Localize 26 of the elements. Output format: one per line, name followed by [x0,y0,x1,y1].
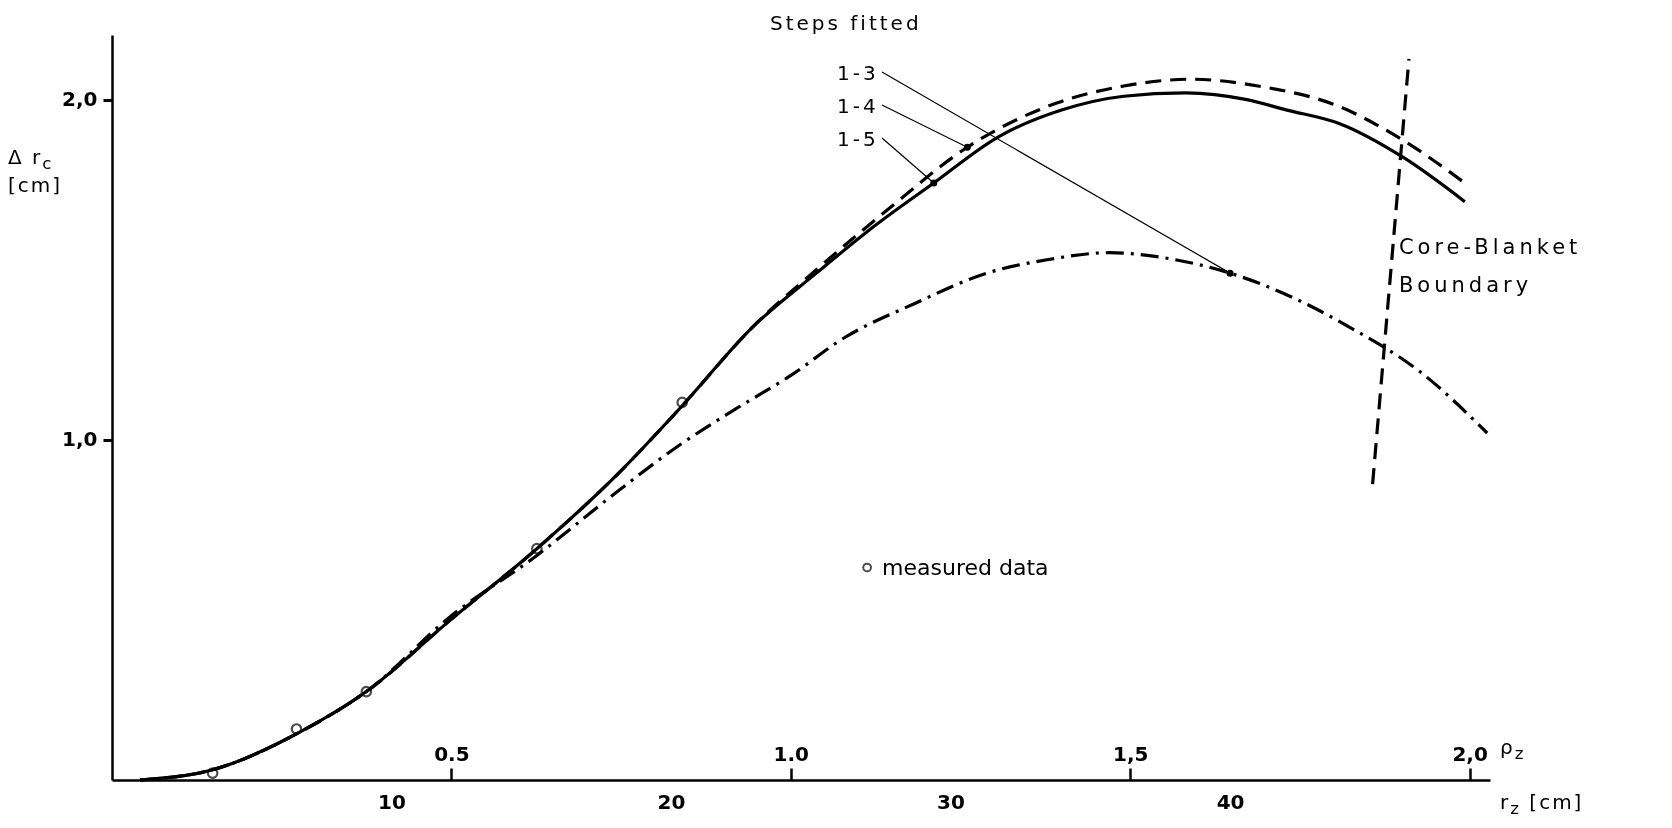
x2-tick-label: 2,0 [1452,741,1488,766]
point [930,179,938,187]
point [1226,269,1234,277]
legend-title: Steps fitted [770,11,922,35]
text: 1-4 [837,94,879,118]
point [963,143,971,151]
text: 1-3 [837,61,879,85]
y-tick-label: 1,0 [62,427,98,452]
series-label: Core-Blanket Boundary [1398,234,1582,297]
point [206,767,219,780]
x-tick-label: 30 [937,789,965,814]
point [531,542,543,555]
x-tick-label: 20 [657,789,686,814]
x2-tick-label: 0.5 [434,741,470,766]
legend-label: measured data [882,554,1049,580]
x-tick-label: 10 [378,789,406,814]
point [290,723,303,735]
y-axis-title: Δ r$_{c}$ [cm] [8,145,63,197]
x2-axis-title: ρ$_{z}$ [1500,735,1526,763]
x2-tick-label: 1.0 [773,741,810,766]
x-tick-label: 40 [1216,789,1245,814]
text: 1-5 [837,127,879,151]
point [360,685,373,698]
x2-tick-label: 1,5 [1113,741,1149,766]
point [676,396,689,409]
x-axis-title: r$_{z}$ [cm] [1500,790,1584,818]
